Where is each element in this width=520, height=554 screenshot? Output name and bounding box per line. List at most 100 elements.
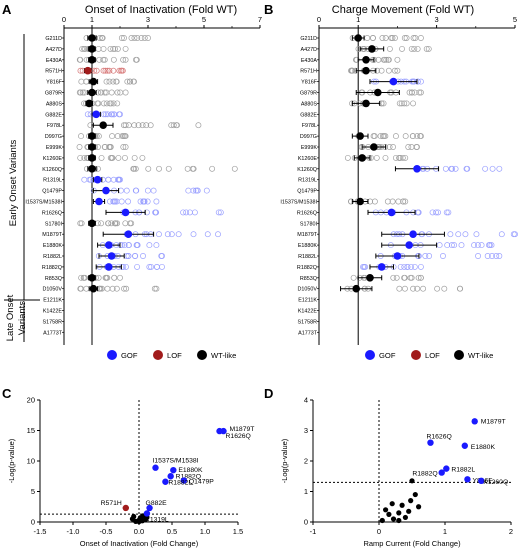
raw-point (386, 45, 393, 52)
raw-point (107, 144, 114, 150)
raw-point (105, 220, 111, 227)
raw-point (144, 187, 151, 194)
raw-point (400, 198, 407, 205)
raw-point (108, 111, 115, 118)
mean-point (366, 274, 374, 282)
raw-point (111, 111, 117, 118)
raw-point (83, 285, 90, 292)
raw-point (114, 89, 121, 96)
y-tick-label: 2 (304, 457, 308, 466)
raw-point (99, 35, 106, 41)
data-point (136, 519, 142, 525)
raw-point (175, 231, 182, 238)
raw-point (407, 274, 414, 281)
raw-point (404, 263, 411, 270)
raw-point (434, 285, 441, 292)
panel-letter-c: C (2, 386, 12, 401)
raw-point (145, 35, 151, 41)
raw-point (139, 154, 146, 161)
mean-point (413, 165, 421, 173)
row-label: K1422E (43, 309, 63, 315)
raw-point (126, 242, 132, 249)
raw-point (417, 263, 424, 270)
raw-point (78, 285, 84, 292)
raw-point (102, 144, 108, 150)
row-label: S1758R (298, 319, 318, 325)
row-label: M1879T (42, 232, 62, 238)
x-tick-label: 0 (377, 527, 381, 536)
raw-point (106, 78, 113, 85)
raw-point (381, 133, 388, 140)
raw-point (231, 165, 238, 172)
row-label: R1882Q (297, 265, 317, 271)
raw-point (125, 253, 132, 259)
raw-point (159, 263, 165, 270)
raw-point (417, 78, 424, 85)
raw-point (435, 209, 441, 216)
raw-point (384, 198, 391, 205)
raw-point (81, 89, 88, 96)
row-label: R571H (45, 69, 62, 75)
mean-point (85, 99, 93, 108)
raw-point (77, 154, 84, 161)
raw-point (194, 187, 201, 194)
raw-point (120, 56, 127, 63)
panel-a-plot: 0 1 3 5 7 G211D A427D E430A R571H Y816F G879R A880S… (25, 15, 262, 345)
data-point (396, 510, 402, 516)
group-late-onset-2: Variants (17, 301, 28, 335)
mean-point (124, 230, 133, 238)
raw-point (98, 220, 105, 227)
raw-point (401, 100, 408, 107)
row-label: R1882L (43, 254, 62, 260)
raw-point (409, 133, 416, 140)
raw-point (458, 242, 465, 249)
raw-point (410, 35, 417, 41)
raw-point (137, 198, 144, 205)
row-label: D1050V (43, 287, 63, 293)
raw-point (81, 274, 87, 281)
raw-point (394, 56, 401, 63)
raw-point (98, 154, 105, 161)
raw-point (488, 242, 495, 249)
point-label: E1880K (471, 444, 496, 451)
raw-point (373, 154, 380, 161)
raw-point (96, 35, 103, 41)
raw-point (389, 198, 396, 205)
row-label: R1882L (298, 254, 317, 260)
row-label: K1260Q (297, 167, 317, 173)
raw-point (391, 35, 398, 41)
mean-point (362, 66, 370, 75)
raw-point (93, 67, 100, 74)
raw-point (390, 274, 397, 281)
mean-point (389, 77, 398, 86)
row-label: Q1479P (42, 189, 62, 195)
mean-point (405, 241, 413, 249)
raw-point (109, 154, 116, 161)
raw-point (401, 35, 408, 41)
raw-point (215, 231, 221, 238)
point-label: R571H (101, 500, 122, 507)
row-label: E430A (46, 58, 63, 64)
legend-gof-marker (107, 350, 117, 360)
raw-point (489, 165, 496, 172)
raw-point (378, 67, 385, 74)
group-early-onset: Early Onset Variants (8, 140, 19, 227)
y-tick-label: 0 (31, 518, 35, 527)
raw-point (203, 187, 210, 194)
mean-point (409, 230, 417, 238)
x-tick-label: 5 (202, 15, 206, 24)
raw-point (108, 220, 115, 227)
row-label: G211D (300, 36, 317, 42)
raw-point (417, 89, 424, 96)
point-label: E1880K (178, 467, 203, 474)
raw-point (426, 253, 433, 259)
raw-point (78, 274, 85, 281)
x-tick-label: 5 (513, 15, 517, 24)
raw-point (114, 133, 121, 140)
raw-point (370, 133, 377, 140)
mean-point (84, 66, 92, 75)
raw-point (107, 45, 114, 52)
row-label: R1319L (43, 178, 62, 184)
raw-point (448, 165, 455, 172)
row-label: G879R (300, 91, 317, 97)
